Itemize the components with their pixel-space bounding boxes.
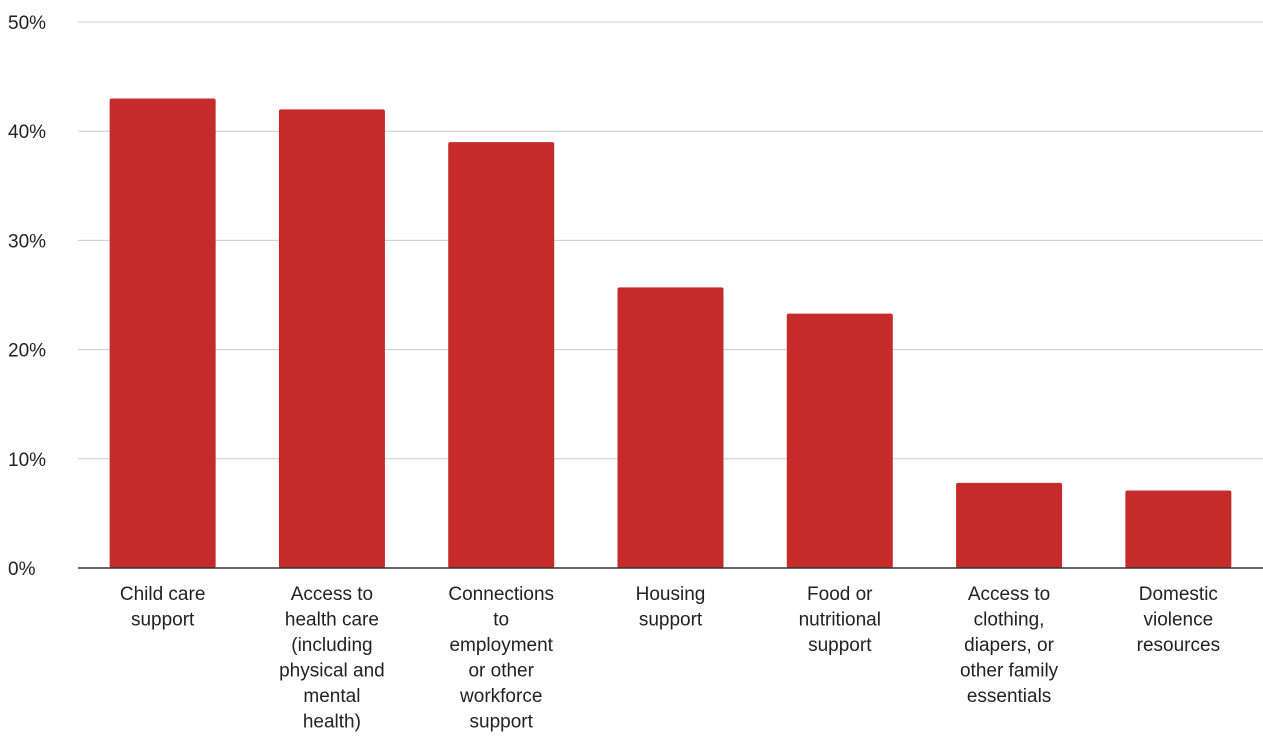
y-tick-label: 40% [8,122,46,143]
bars [109,98,1232,569]
y-tick-label: 20% [8,341,46,362]
x-tick-label-line: Food or [807,584,873,605]
x-tick-label-line: support [131,610,195,631]
x-tick-label-line: support [808,635,872,656]
x-tick-label-line: essentials [967,686,1052,707]
x-tick-label-line: physical and [279,661,385,682]
x-tick-label-line: Child care [120,584,206,605]
x-tick-label-line: Access to [968,584,1050,605]
bar [1125,490,1232,568]
y-tick-label: 10% [8,450,46,471]
x-axis-labels: Child care support Access to health care (in… [120,584,1220,733]
x-tick-label-line: or other [468,661,534,682]
x-tick-label: Child care support [120,584,206,631]
x-tick-label-line: mental [303,686,360,707]
x-tick-label-line: resources [1137,635,1220,656]
gridlines [78,21,1263,460]
x-tick-label-line: Housing [636,584,706,605]
x-tick-label-line: to [493,610,509,631]
x-tick-label-line: Domestic [1139,584,1218,605]
x-tick-label: Housing support [636,584,706,631]
x-tick-label: Domestic violence resources [1137,584,1220,656]
x-tick-label: Access to clothing, diapers, or other famil… [960,584,1059,707]
x-tick-label-line: support [639,610,703,631]
y-tick-label: 30% [8,231,46,252]
bar [956,482,1063,568]
x-tick-label-line: nutritional [799,610,881,631]
x-tick-label-line: health) [303,712,361,733]
bar [448,142,555,568]
x-tick-label: Connections to employment or other workforce… [448,584,554,733]
x-tick-label-line: support [470,712,534,733]
bar [617,287,724,568]
x-tick-label: Food or nutritional support [799,584,881,656]
x-tick-label-line: violence [1143,610,1213,631]
x-tick-label-line: other family [960,661,1059,682]
x-tick-label-line: Access to [291,584,373,605]
x-tick-label-line: Connections [448,584,554,605]
x-tick-label-line: workforce [459,686,542,707]
y-axis-ticks: 0% 10% 20% 30% 40% 50% [8,13,46,580]
x-tick-label-line: diapers, or [964,635,1054,656]
bar [278,109,385,569]
x-tick-label-line: clothing, [974,610,1045,631]
y-tick-label: 50% [8,13,46,34]
x-tick-label-line: health care [285,610,379,631]
y-tick-label: 0% [8,559,36,580]
bar [786,313,893,568]
x-tick-label: Access to health care (including physical a… [279,584,385,733]
x-tick-label-line: (including [291,635,372,656]
bar [109,98,216,568]
x-tick-label-line: employment [449,635,553,656]
